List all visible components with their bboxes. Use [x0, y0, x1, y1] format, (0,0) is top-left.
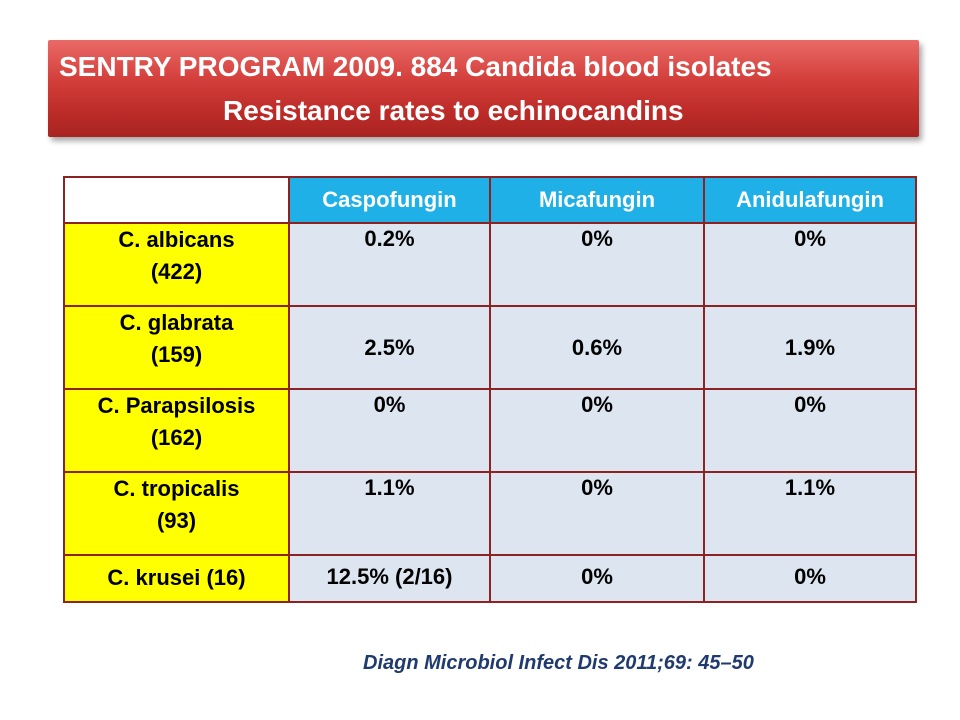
- species-name: C. glabrata: [119, 310, 234, 335]
- table-row: C. glabrata (159) 2.5% 0.6% 1.9%: [63, 305, 917, 390]
- table-row: C. krusei (16) 12.5% (2/16) 0% 0%: [63, 554, 917, 603]
- title-line-1: SENTRY PROGRAM 2009. 884 Candida blood i…: [59, 51, 772, 82]
- column-header-anidulafungin: Anidulafungin: [703, 176, 917, 224]
- species-name: C. tropicalis: [113, 476, 240, 501]
- table-cell: 0.6%: [489, 305, 705, 390]
- species-count: (159): [150, 342, 203, 367]
- title-banner: SENTRY PROGRAM 2009. 884 Candida blood i…: [48, 40, 919, 137]
- table-cell: 1.1%: [703, 471, 917, 556]
- row-header-tropicalis: C. tropicalis (93): [63, 471, 290, 556]
- species-count: (162): [150, 425, 203, 450]
- resistance-table: Caspofungin Micafungin Anidulafungin C. …: [63, 176, 917, 603]
- table-header-row: Caspofungin Micafungin Anidulafungin: [63, 176, 917, 224]
- column-header-micafungin: Micafungin: [489, 176, 705, 224]
- table-cell: 0%: [489, 471, 705, 556]
- species-count: (93): [156, 508, 197, 533]
- column-header-caspofungin: Caspofungin: [288, 176, 491, 224]
- species-name: C. albicans: [118, 227, 235, 252]
- row-header-parapsilosis: C. Parapsilosis (162): [63, 388, 290, 473]
- table-cell: 0%: [703, 388, 917, 473]
- table-cell: 0%: [703, 554, 917, 603]
- row-header-krusei: C. krusei (16): [63, 554, 290, 603]
- citation-text: Diagn Microbiol Infect Dis 2011;69: 45–5…: [363, 652, 754, 674]
- table-cell: 0%: [288, 388, 491, 473]
- title-line-2: Resistance rates to echinocandins: [223, 95, 684, 126]
- table-row: C. tropicalis (93) 1.1% 0% 1.1%: [63, 471, 917, 556]
- table-cell: 0%: [489, 388, 705, 473]
- table-cell: 12.5% (2/16): [288, 554, 491, 603]
- table-cell: 2.5%: [288, 305, 491, 390]
- row-header-glabrata: C. glabrata (159): [63, 305, 290, 390]
- table-cell: 1.9%: [703, 305, 917, 390]
- table-cell: 0%: [703, 222, 917, 307]
- table-cell: 1.1%: [288, 471, 491, 556]
- table-row: C. Parapsilosis (162) 0% 0% 0%: [63, 388, 917, 473]
- table-cell: 0%: [489, 554, 705, 603]
- table-cell: 0.2%: [288, 222, 491, 307]
- row-header-albicans: C. albicans (422): [63, 222, 290, 307]
- species-name: C. Parapsilosis: [97, 393, 256, 418]
- table-cell: 0%: [489, 222, 705, 307]
- species-name: C. krusei (16): [107, 565, 246, 590]
- table-row: C. albicans (422) 0.2% 0% 0%: [63, 222, 917, 307]
- species-count: (422): [150, 259, 203, 284]
- table-corner-cell: [63, 176, 290, 224]
